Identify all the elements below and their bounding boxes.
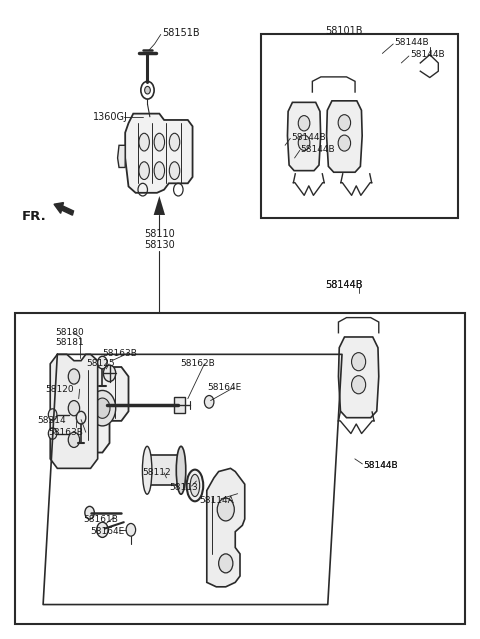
Bar	[147, 455, 181, 486]
Bar	[14, 313, 466, 624]
Ellipse shape	[351, 376, 366, 394]
Ellipse shape	[143, 446, 152, 494]
Ellipse shape	[338, 114, 350, 131]
Ellipse shape	[139, 134, 149, 151]
Ellipse shape	[187, 470, 203, 502]
Text: 58144B: 58144B	[363, 461, 398, 470]
Text: 58144B: 58144B	[291, 132, 326, 142]
Circle shape	[68, 432, 80, 447]
Circle shape	[96, 522, 108, 537]
Circle shape	[68, 369, 80, 384]
Text: 58180: 58180	[55, 328, 84, 337]
Polygon shape	[125, 114, 192, 193]
Ellipse shape	[176, 446, 186, 494]
Text: 58163B: 58163B	[102, 348, 137, 358]
Ellipse shape	[298, 135, 310, 150]
Text: 58144B: 58144B	[325, 280, 363, 289]
Polygon shape	[288, 102, 321, 171]
Text: 58164E: 58164E	[91, 527, 125, 536]
Text: 58144B: 58144B	[394, 38, 429, 47]
Circle shape	[95, 398, 110, 419]
Circle shape	[89, 390, 116, 426]
Bar	[174, 397, 185, 413]
Polygon shape	[207, 468, 245, 587]
Ellipse shape	[154, 134, 165, 151]
Circle shape	[48, 428, 57, 439]
Ellipse shape	[169, 162, 180, 180]
Circle shape	[103, 365, 116, 381]
Text: 58164E: 58164E	[207, 383, 241, 392]
Polygon shape	[326, 101, 362, 173]
Text: 58151B: 58151B	[162, 27, 199, 38]
Text: FR.: FR.	[22, 210, 47, 223]
Circle shape	[68, 401, 80, 416]
Text: 58144B: 58144B	[363, 461, 398, 470]
Text: 58110: 58110	[144, 229, 175, 239]
Text: 58181: 58181	[55, 338, 84, 347]
Polygon shape	[118, 145, 125, 167]
Bar	[261, 35, 458, 218]
Text: 58144B: 58144B	[325, 280, 363, 289]
Text: 58112: 58112	[143, 468, 171, 477]
FancyArrow shape	[54, 203, 73, 215]
Text: 58144B: 58144B	[301, 144, 336, 153]
Text: 1360GJ: 1360GJ	[93, 112, 128, 122]
Circle shape	[126, 523, 136, 536]
Text: 58113: 58113	[169, 483, 198, 492]
Ellipse shape	[298, 116, 310, 131]
Text: 58130: 58130	[144, 240, 175, 250]
Text: 58162B: 58162B	[180, 359, 216, 368]
Ellipse shape	[154, 162, 165, 180]
Ellipse shape	[139, 162, 149, 180]
Text: 58125: 58125	[86, 359, 114, 368]
Text: 58144B: 58144B	[410, 50, 444, 59]
Ellipse shape	[190, 474, 200, 497]
Circle shape	[48, 409, 57, 420]
Ellipse shape	[169, 134, 180, 151]
Circle shape	[97, 356, 107, 369]
Polygon shape	[154, 196, 165, 215]
Ellipse shape	[338, 135, 350, 151]
Ellipse shape	[351, 353, 366, 371]
Text: 58101B: 58101B	[325, 26, 363, 36]
Text: 58114A: 58114A	[200, 495, 234, 505]
Text: 58163B: 58163B	[48, 427, 83, 436]
Circle shape	[85, 506, 95, 519]
Circle shape	[144, 86, 150, 94]
Polygon shape	[76, 367, 129, 452]
Polygon shape	[338, 337, 379, 418]
Circle shape	[217, 498, 234, 521]
Text: 58120: 58120	[46, 385, 74, 394]
Text: 58161B: 58161B	[84, 514, 118, 523]
Circle shape	[219, 554, 233, 573]
Text: 58314: 58314	[37, 417, 66, 426]
Polygon shape	[50, 355, 97, 468]
Circle shape	[204, 396, 214, 408]
Circle shape	[76, 412, 86, 424]
